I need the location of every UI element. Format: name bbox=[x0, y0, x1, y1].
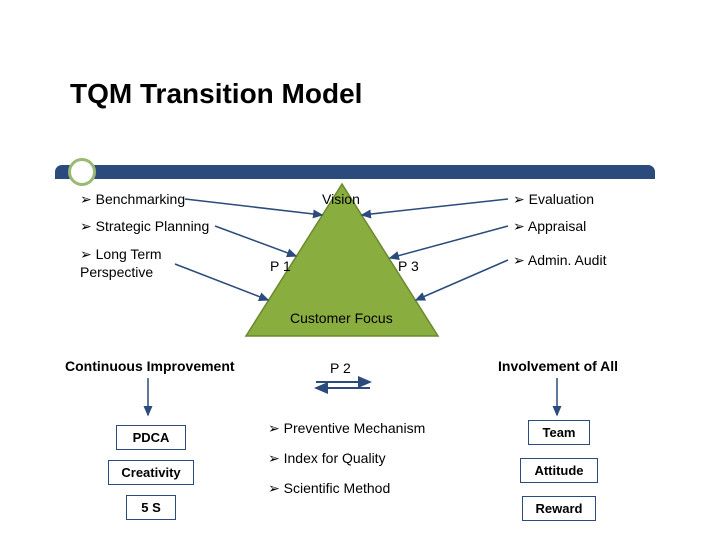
box-creativity: Creativity bbox=[108, 460, 194, 485]
customer-focus-label: Customer Focus bbox=[290, 310, 393, 326]
box-5s: 5 S bbox=[126, 495, 176, 520]
left-bullet-0: ➢ Benchmarking bbox=[80, 191, 185, 208]
involvement-label: Involvement of All bbox=[498, 358, 618, 374]
box-pdca: PDCA bbox=[116, 425, 186, 450]
decor-circle bbox=[68, 158, 96, 186]
p1-label: P 1 bbox=[270, 258, 291, 274]
bottom-bullet-0: ➢ Preventive Mechanism bbox=[268, 420, 425, 437]
left-bullet-1: ➢ Strategic Planning bbox=[80, 218, 209, 235]
bottom-bullet-1: ➢ Index for Quality bbox=[268, 450, 386, 467]
box-attitude: Attitude bbox=[520, 458, 598, 483]
box-team: Team bbox=[528, 420, 590, 445]
bottom-bullet-2: ➢ Scientific Method bbox=[268, 480, 390, 497]
right-bullet-0: ➢ Evaluation bbox=[513, 191, 594, 208]
p2-label: P 2 bbox=[330, 360, 351, 376]
vision-label: Vision bbox=[322, 191, 360, 207]
decor-bar bbox=[55, 165, 655, 179]
left-bullet-2: ➢ Long TermPerspective bbox=[80, 246, 190, 281]
page-title: TQM Transition Model bbox=[70, 78, 362, 110]
p3-label: P 3 bbox=[398, 258, 419, 274]
right-bullet-2: ➢ Admin. Audit bbox=[513, 252, 606, 269]
continuous-improvement-label: Continuous Improvement bbox=[65, 358, 235, 374]
right-bullet-1: ➢ Appraisal bbox=[513, 218, 586, 235]
box-reward: Reward bbox=[522, 496, 596, 521]
